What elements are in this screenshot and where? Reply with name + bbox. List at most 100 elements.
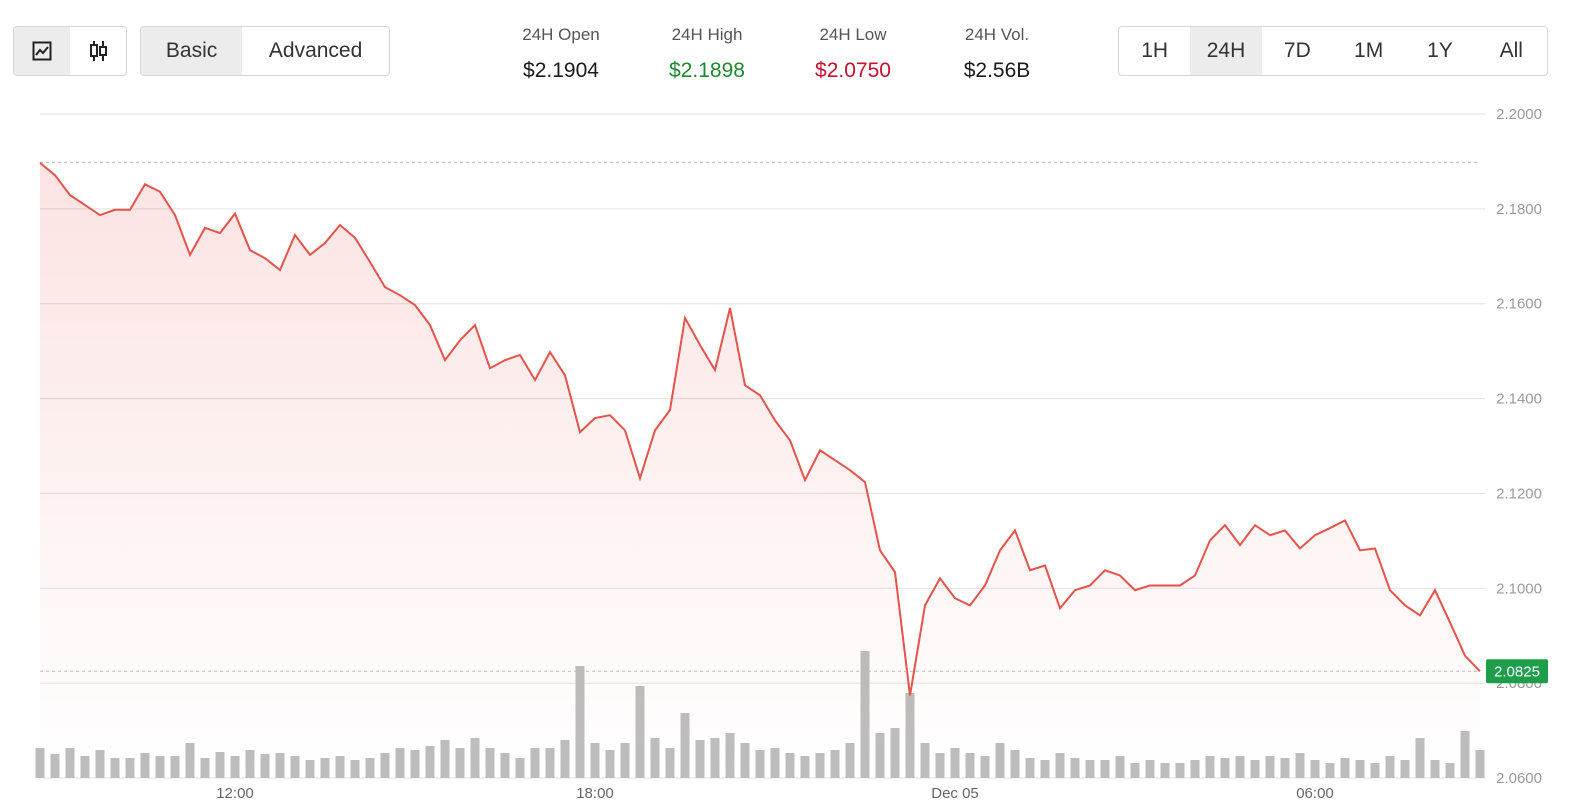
- volume-bar: [830, 750, 840, 778]
- volume-bar: [80, 756, 90, 778]
- volume-bar: [605, 750, 615, 778]
- volume-bar: [1430, 760, 1440, 778]
- volume-bar: [170, 756, 180, 778]
- y-tick-label: 2.0600: [1496, 770, 1542, 787]
- volume-bar: [185, 743, 195, 778]
- y-tick-label: 2.2000: [1496, 106, 1542, 123]
- volume-bar: [695, 740, 705, 778]
- volume-bar: [545, 748, 555, 778]
- y-tick-label: 2.1200: [1496, 485, 1542, 502]
- volume-bar: [110, 758, 120, 778]
- volume-bar: [380, 753, 390, 778]
- volume-bar: [410, 750, 420, 778]
- stat: 24H Open $2.1904: [491, 25, 631, 83]
- volume-bar: [665, 748, 675, 778]
- x-tick-label: 18:00: [576, 785, 614, 802]
- stat: 24H High $2.1898: [637, 25, 777, 83]
- volume-bar: [575, 666, 585, 778]
- volume-bar: [530, 748, 540, 778]
- volume-bar: [1400, 760, 1410, 778]
- range-button[interactable]: 1Y: [1427, 39, 1453, 62]
- volume-bar: [1085, 760, 1095, 778]
- volume-bar: [755, 750, 765, 778]
- y-tick-label: 2.1000: [1496, 580, 1542, 597]
- volume-bar: [965, 753, 975, 778]
- volume-bar: [875, 733, 885, 778]
- volume-bar: [740, 743, 750, 778]
- volume-bar: [1235, 756, 1245, 778]
- range-button[interactable]: 1H: [1141, 39, 1169, 62]
- y-tick-label: 2.1400: [1496, 391, 1542, 408]
- volume-bar: [890, 728, 900, 778]
- volume-bar: [470, 738, 480, 778]
- volume-bar: [1355, 760, 1365, 778]
- x-tick-label: 12:00: [216, 785, 254, 802]
- stat-label: 24H Vol.: [964, 25, 1030, 44]
- volume-bar: [1370, 763, 1380, 778]
- range-button[interactable]: All: [1499, 39, 1523, 62]
- volume-bar: [1280, 758, 1290, 778]
- volume-bar: [455, 748, 465, 778]
- volume-bar: [995, 743, 1005, 778]
- line-chart-button[interactable]: [14, 27, 70, 75]
- volume-bar: [635, 686, 645, 778]
- volume-bar: [1460, 731, 1470, 778]
- volume-bar: [1025, 758, 1035, 778]
- range-button[interactable]: 7D: [1283, 39, 1311, 62]
- view-button[interactable]: Basic: [141, 27, 243, 75]
- volume-bar: [1250, 760, 1260, 778]
- stat-label: 24H Open: [522, 25, 600, 44]
- volume-bar: [725, 733, 735, 778]
- volume-bar: [1130, 763, 1140, 778]
- volume-bar: [1415, 738, 1425, 778]
- volume-bar: [935, 753, 945, 778]
- volume-bar: [1295, 753, 1305, 778]
- volume-bar: [1205, 756, 1215, 778]
- volume-bar: [770, 748, 780, 778]
- volume-bar: [500, 753, 510, 778]
- volume-bar: [230, 756, 240, 778]
- volume-bar: [785, 753, 795, 778]
- volume-bar: [50, 754, 60, 778]
- x-tick-label: 06:00: [1296, 785, 1334, 802]
- range-button[interactable]: 24H: [1190, 27, 1262, 75]
- chart-style-toggle: [13, 26, 127, 76]
- volume-bar: [245, 750, 255, 778]
- volume-bar: [590, 743, 600, 778]
- volume-bar: [905, 693, 915, 778]
- stat-value: $2.1898: [669, 59, 745, 82]
- volume-bar: [1070, 758, 1080, 778]
- volume-bar: [860, 651, 870, 778]
- volume-bar: [1175, 763, 1185, 778]
- volume-bar: [1340, 758, 1350, 778]
- volume-bar: [365, 758, 375, 778]
- stat: 24H Vol. $2.56B: [927, 25, 1067, 83]
- volume-bar: [1385, 756, 1395, 778]
- volume-bar: [1115, 756, 1125, 778]
- volume-bar: [1310, 760, 1320, 778]
- range-button[interactable]: 1M: [1354, 39, 1384, 62]
- last-price-label: 2.0825: [1494, 663, 1540, 680]
- volume-bar: [275, 753, 285, 778]
- stat-value: $2.1904: [523, 59, 599, 82]
- y-tick-label: 2.1600: [1496, 296, 1542, 313]
- volume-bar: [155, 756, 165, 778]
- volume-bar: [395, 748, 405, 778]
- volume-bar: [845, 743, 855, 778]
- volume-bar: [125, 758, 135, 778]
- volume-bar: [350, 760, 360, 778]
- volume-bar: [1055, 753, 1065, 778]
- volume-bar: [1475, 750, 1485, 778]
- candle-chart-button[interactable]: [70, 27, 126, 75]
- view-button[interactable]: Advanced: [268, 39, 363, 62]
- x-tick-label: Dec 05: [931, 785, 979, 802]
- volume-bar: [1100, 760, 1110, 778]
- stat-label: 24H High: [671, 25, 743, 44]
- volume-bar: [1145, 760, 1155, 778]
- stat-value: $2.0750: [815, 59, 891, 82]
- volume-bar: [1445, 763, 1455, 778]
- price-line: [39, 162, 1481, 696]
- volume-bar: [305, 760, 315, 778]
